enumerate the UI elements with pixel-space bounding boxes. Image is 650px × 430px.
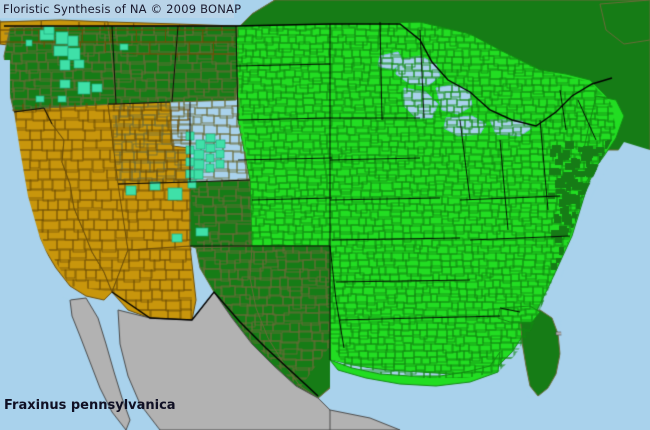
species-name-label: Fraxinus pennsylvanica — [4, 398, 176, 413]
credit-banner: Floristic Synthesis of NA © 2009 BONAP — [0, 0, 241, 18]
credit-text: Floristic Synthesis of NA © 2009 BONAP — [3, 2, 242, 16]
